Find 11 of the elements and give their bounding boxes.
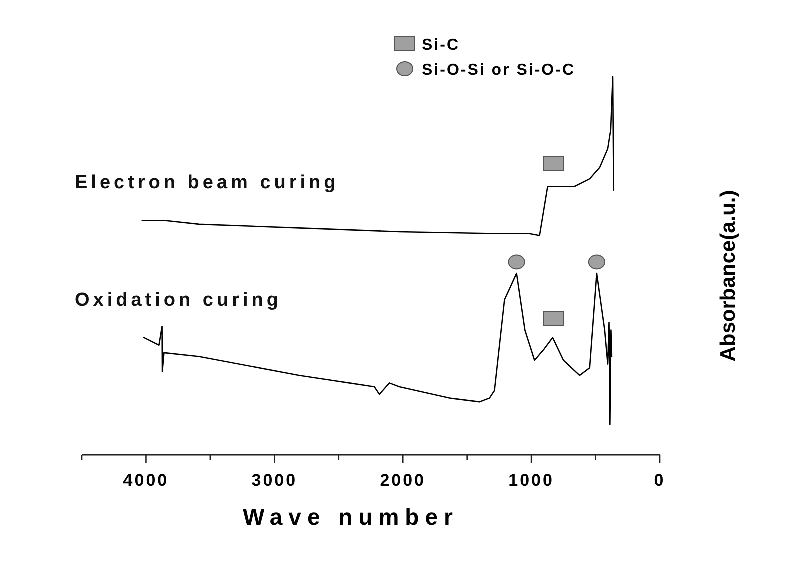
series-label: Oxidation curing — [75, 290, 282, 311]
legend-label: Si-C — [422, 37, 460, 54]
series-label: Electron beam curing — [75, 172, 340, 194]
x-tick-label: 2000 — [380, 471, 426, 490]
x-tick-label: 4000 — [123, 471, 170, 490]
x-tick-label: 3000 — [252, 471, 298, 490]
y-axis-title: Absorbance(a.u.) — [717, 190, 740, 362]
legend-label: Si-O-Si or Si-O-C — [422, 62, 576, 79]
x-tick-label: 1000 — [508, 471, 554, 490]
x-axis-title: Wave number — [243, 504, 459, 530]
x-tick-label: 0 — [654, 471, 666, 490]
